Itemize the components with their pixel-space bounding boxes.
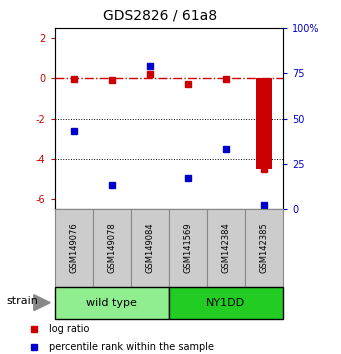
Text: GSM149078: GSM149078	[107, 222, 116, 273]
Bar	[55, 209, 93, 287]
Text: NY1DD: NY1DD	[206, 298, 246, 308]
Polygon shape	[34, 295, 50, 311]
Bar	[131, 209, 169, 287]
Text: GSM149076: GSM149076	[69, 222, 78, 273]
Text: GSM149084: GSM149084	[145, 222, 154, 273]
Text: strain: strain	[7, 296, 39, 306]
Bar	[256, 79, 271, 169]
Text: GDS2826 / 61a8: GDS2826 / 61a8	[103, 9, 217, 23]
Bar	[55, 287, 169, 319]
Bar	[93, 209, 131, 287]
Bar	[245, 209, 283, 287]
Text: percentile rank within the sample: percentile rank within the sample	[49, 342, 214, 352]
Bar	[169, 209, 207, 287]
Bar	[169, 287, 283, 319]
Text: wild type: wild type	[86, 298, 137, 308]
Bar	[207, 209, 245, 287]
Text: GSM142384: GSM142384	[221, 222, 231, 273]
Text: GSM141569: GSM141569	[183, 222, 192, 273]
Text: GSM142385: GSM142385	[260, 222, 268, 273]
Text: log ratio: log ratio	[49, 324, 90, 334]
